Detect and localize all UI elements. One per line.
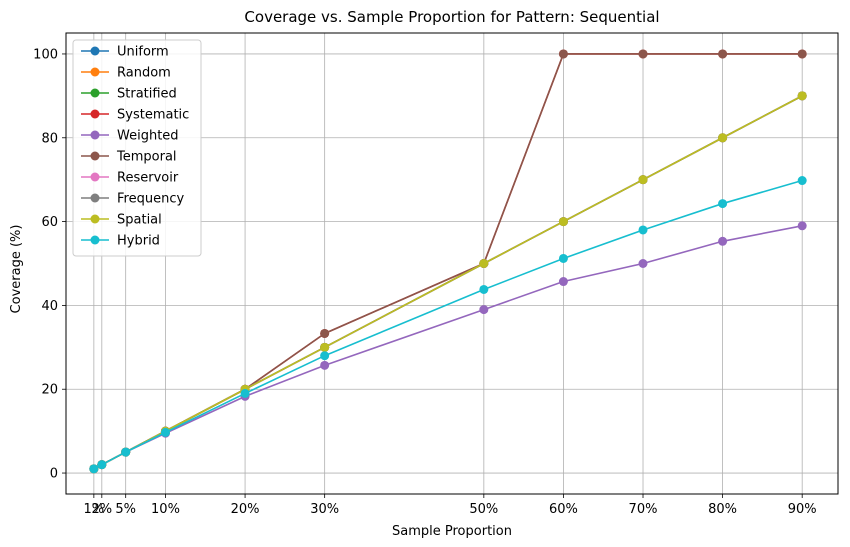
legend-label: Uniform: [117, 45, 169, 60]
series-layer: [89, 49, 807, 474]
y-tick-label: 80: [41, 131, 58, 146]
legend-label: Stratified: [117, 87, 177, 102]
legend-item-random: Random: [81, 66, 171, 81]
data-point-hybrid: [160, 427, 170, 437]
data-point-hybrid: [479, 284, 489, 294]
data-point-spatial: [479, 259, 489, 268]
legend-marker: [90, 88, 100, 98]
legend-marker: [90, 214, 100, 224]
x-tick-label: 80%: [708, 502, 737, 517]
legend-label: Systematic: [117, 108, 189, 123]
data-point-weighted: [718, 236, 728, 246]
series-line-weighted: [93, 224, 803, 470]
x-tick-label: 1%: [84, 502, 105, 517]
data-point-hybrid: [558, 253, 568, 263]
data-point-weighted: [320, 360, 330, 370]
data-point-weighted: [479, 305, 489, 315]
data-point-weighted: [797, 221, 807, 231]
data-point-hybrid: [89, 464, 99, 474]
legend-label: Reservoir: [117, 171, 179, 186]
data-point-temporal: [718, 49, 728, 59]
legend-marker: [90, 130, 100, 140]
data-point-spatial: [558, 217, 568, 227]
data-point-temporal: [558, 49, 568, 59]
x-tick-label: 20%: [231, 502, 260, 517]
y-tick-label: 40: [41, 299, 58, 314]
legend-label: Temporal: [116, 150, 177, 165]
legend-item-systematic: Systematic: [81, 108, 189, 123]
legend-item-spatial: Spatial: [81, 213, 162, 228]
legend-item-stratified: Stratified: [81, 87, 177, 102]
data-point-spatial: [320, 342, 330, 352]
series-hybrid: [89, 176, 807, 474]
legend-label: Spatial: [117, 213, 162, 228]
legend-item-frequency: Frequency: [81, 192, 184, 207]
legend-item-uniform: Uniform: [81, 45, 169, 60]
x-tick-label: 2%: [92, 502, 113, 517]
data-point-hybrid: [320, 351, 330, 361]
legend-marker: [90, 109, 100, 119]
series-weighted: [89, 221, 807, 474]
data-point-temporal: [638, 49, 648, 59]
data-point-hybrid: [797, 176, 807, 186]
x-tick-label: 70%: [629, 502, 658, 517]
x-tick-label: 5%: [115, 502, 136, 517]
data-point-temporal: [320, 328, 330, 338]
y-tick-label: 100: [33, 47, 58, 62]
legend-item-temporal: Temporal: [81, 150, 177, 165]
legend-marker: [90, 235, 100, 245]
legend-item-reservoir: Reservoir: [81, 171, 179, 186]
chart-title: Coverage vs. Sample Proportion for Patte…: [244, 8, 659, 26]
legend: Uniform Random Stratified Systematic Weighte…: [72, 39, 202, 257]
data-point-hybrid: [121, 447, 131, 457]
data-point-weighted: [638, 259, 648, 268]
legend-marker: [90, 193, 100, 203]
x-tick-label: 60%: [549, 502, 578, 517]
data-point-hybrid: [718, 199, 728, 209]
legend-label: Frequency: [117, 192, 184, 207]
x-axis-ticks: 1%2% 5% 10% 20% 30% 50% 60% 70% 80% 90%: [84, 494, 817, 517]
x-tick-label: 10%: [151, 502, 180, 517]
legend-item-weighted: Weighted: [81, 129, 179, 144]
y-tick-label: 0: [50, 467, 58, 482]
y-axis-ticks: 0 20 40 60 80 100: [33, 47, 66, 482]
legend-marker: [90, 67, 100, 77]
legend-marker: [90, 46, 100, 56]
x-tick-label: 90%: [788, 502, 817, 517]
data-point-hybrid: [97, 460, 107, 470]
legend-item-hybrid: Hybrid: [81, 234, 160, 249]
x-axis-label: Sample Proportion: [392, 524, 512, 539]
legend-label: Random: [117, 66, 171, 81]
data-point-temporal: [797, 49, 807, 59]
data-point-spatial: [638, 175, 648, 185]
legend-marker: [90, 172, 100, 182]
legend-label: Weighted: [117, 129, 179, 144]
data-point-weighted: [558, 277, 568, 287]
data-point-spatial: [797, 91, 807, 101]
legend-marker: [90, 151, 100, 161]
y-tick-label: 60: [41, 215, 58, 230]
y-tick-label: 20: [41, 383, 58, 398]
data-point-hybrid: [240, 388, 250, 398]
data-point-hybrid: [638, 225, 648, 235]
data-point-spatial: [718, 133, 728, 143]
x-tick-label: 50%: [469, 502, 498, 517]
y-axis-label: Coverage (%): [9, 225, 24, 314]
plot-area-frame: [65, 32, 839, 495]
x-tick-label: 30%: [310, 502, 339, 517]
legend-label: Hybrid: [117, 234, 160, 249]
legend-box: [72, 39, 202, 257]
grid: [66, 33, 838, 494]
